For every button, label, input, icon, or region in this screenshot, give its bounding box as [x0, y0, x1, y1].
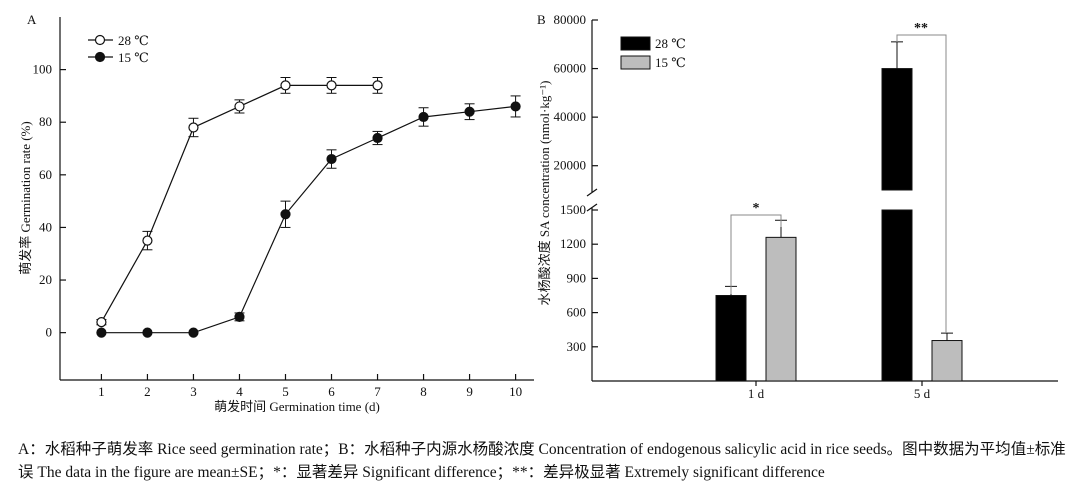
significance-bracket-1d: * [730, 201, 782, 294]
data-point-s1-8 [464, 106, 475, 117]
b-ytick-label-upper-0: 20000 [554, 158, 587, 173]
a-ytick-label-2: 40 [39, 219, 52, 234]
data-point-s0-4 [280, 80, 291, 91]
significance-bracket-5d: ** [896, 21, 947, 333]
a-ytick-label-4: 80 [39, 114, 52, 129]
axis-break-mark-upper [586, 188, 598, 197]
legend-label-15: 15 ℃ [118, 50, 149, 65]
data-point-s1-5 [326, 153, 337, 165]
bar-s0-c1-upper [881, 68, 913, 191]
caption-line-2: 值±标准误 The data in the figure are mean±SE… [18, 441, 1066, 481]
bar-s1-c1 [931, 340, 963, 382]
panel-b-ylabel: 水杨酸浓度 SA concentration (nmol·kg⁻¹) [537, 81, 552, 306]
data-point-s0-3 [234, 101, 245, 112]
a-ytick-label-5: 100 [33, 62, 53, 77]
series-line-0 [100, 84, 378, 323]
a-ytick-label-3: 60 [39, 167, 52, 182]
caption-line-1: A：水稻种子萌发率 Rice seed germination rate；B：水… [18, 441, 1011, 458]
panel-b: B 3006009001200150020000400006000080000 … [537, 12, 1058, 401]
legend-label-b-28: 28 ℃ [655, 36, 686, 51]
panel-b-legend: 28 ℃ 15 ℃ [620, 36, 686, 70]
panel-a-label: A [27, 12, 37, 27]
legend-marker-15 [94, 51, 106, 63]
data-point-s0-5 [326, 80, 337, 91]
b-ytick-label-lower-3: 1200 [560, 236, 586, 251]
bracket-line-5d [896, 34, 947, 333]
b-ytick-label-upper-1: 40000 [554, 109, 587, 124]
b-ytick-label-lower-2: 900 [567, 270, 587, 285]
series-line-1 [101, 105, 516, 334]
data-point-s1-4 [280, 209, 291, 220]
data-point-s1-7 [418, 111, 429, 123]
panel-a-xlabel: 萌发时间 Germination time (d) [214, 399, 380, 414]
a-xtick-label-2: 3 [190, 384, 197, 399]
panel-a: A 0 20 40 60 80 100 1 2 3 4 5 6 7 8 9 10 28 ℃ 15 ℃ 萌发时… [18, 12, 534, 414]
a-xtick-label-3: 4 [236, 384, 243, 399]
a-xtick-label-0: 1 [98, 384, 105, 399]
data-point-s1-6 [372, 132, 383, 144]
data-point-s1-0 [96, 327, 107, 338]
panel-a-legend: 28 ℃ 15 ℃ [88, 33, 149, 65]
panel-b-label: B [537, 12, 546, 27]
figure: A 0 20 40 60 80 100 1 2 3 4 5 6 7 8 9 10 28 ℃ 15 ℃ 萌发时… [18, 12, 1058, 414]
legend-label-28: 28 ℃ [118, 33, 149, 48]
a-xtick-label-4: 5 [282, 384, 289, 399]
data-point-s0-6 [372, 80, 383, 91]
b-ytick-label-lower-4: 1500 [560, 202, 586, 217]
data-point-s0-1 [142, 235, 153, 246]
bracket-line-1d [730, 214, 782, 294]
a-xtick-label-1: 2 [144, 384, 151, 399]
a-ytick-label-0: 0 [46, 325, 53, 340]
significance-mark-1d: * [753, 201, 760, 216]
b-ytick-label-upper-3: 80000 [554, 12, 587, 27]
bar-s1-c0 [765, 236, 797, 382]
data-point-s0-0 [96, 317, 107, 328]
b-xtick-label-0: 1 d [748, 386, 765, 401]
a-xtick-label-9: 10 [509, 384, 522, 399]
data-point-s1-9 [510, 101, 521, 112]
b-ytick-label-lower-0: 300 [567, 339, 587, 354]
legend-swatch-15 [620, 55, 651, 70]
data-point-s0-2 [188, 122, 199, 133]
axis-break-mark-lower [586, 203, 598, 212]
a-xtick-label-6: 7 [374, 384, 381, 399]
a-xtick-label-7: 8 [420, 384, 427, 399]
panel-a-ylabel: 萌发率 Germination rate (%) [18, 121, 33, 274]
b-ytick-label-lower-1: 600 [567, 305, 587, 320]
legend-marker-28 [94, 34, 106, 46]
data-point-s1-2 [188, 327, 199, 338]
a-xtick-label-5: 6 [328, 384, 335, 399]
data-point-s1-1 [142, 327, 153, 338]
figure-caption: A：水稻种子萌发率 Rice seed germination rate；B：水… [18, 438, 1068, 484]
b-ytick-label-upper-2: 60000 [554, 61, 587, 76]
bar-s0-c1-lower [881, 209, 913, 382]
b-xtick-label-1: 5 d [914, 386, 931, 401]
legend-swatch-28 [620, 36, 651, 51]
a-ytick-label-1: 20 [39, 272, 52, 287]
significance-mark-5d: ** [914, 21, 928, 36]
bar-s0-c0 [715, 295, 747, 382]
data-point-s1-3 [234, 311, 245, 322]
legend-label-b-15: 15 ℃ [655, 55, 686, 70]
a-xtick-label-8: 9 [466, 384, 473, 399]
